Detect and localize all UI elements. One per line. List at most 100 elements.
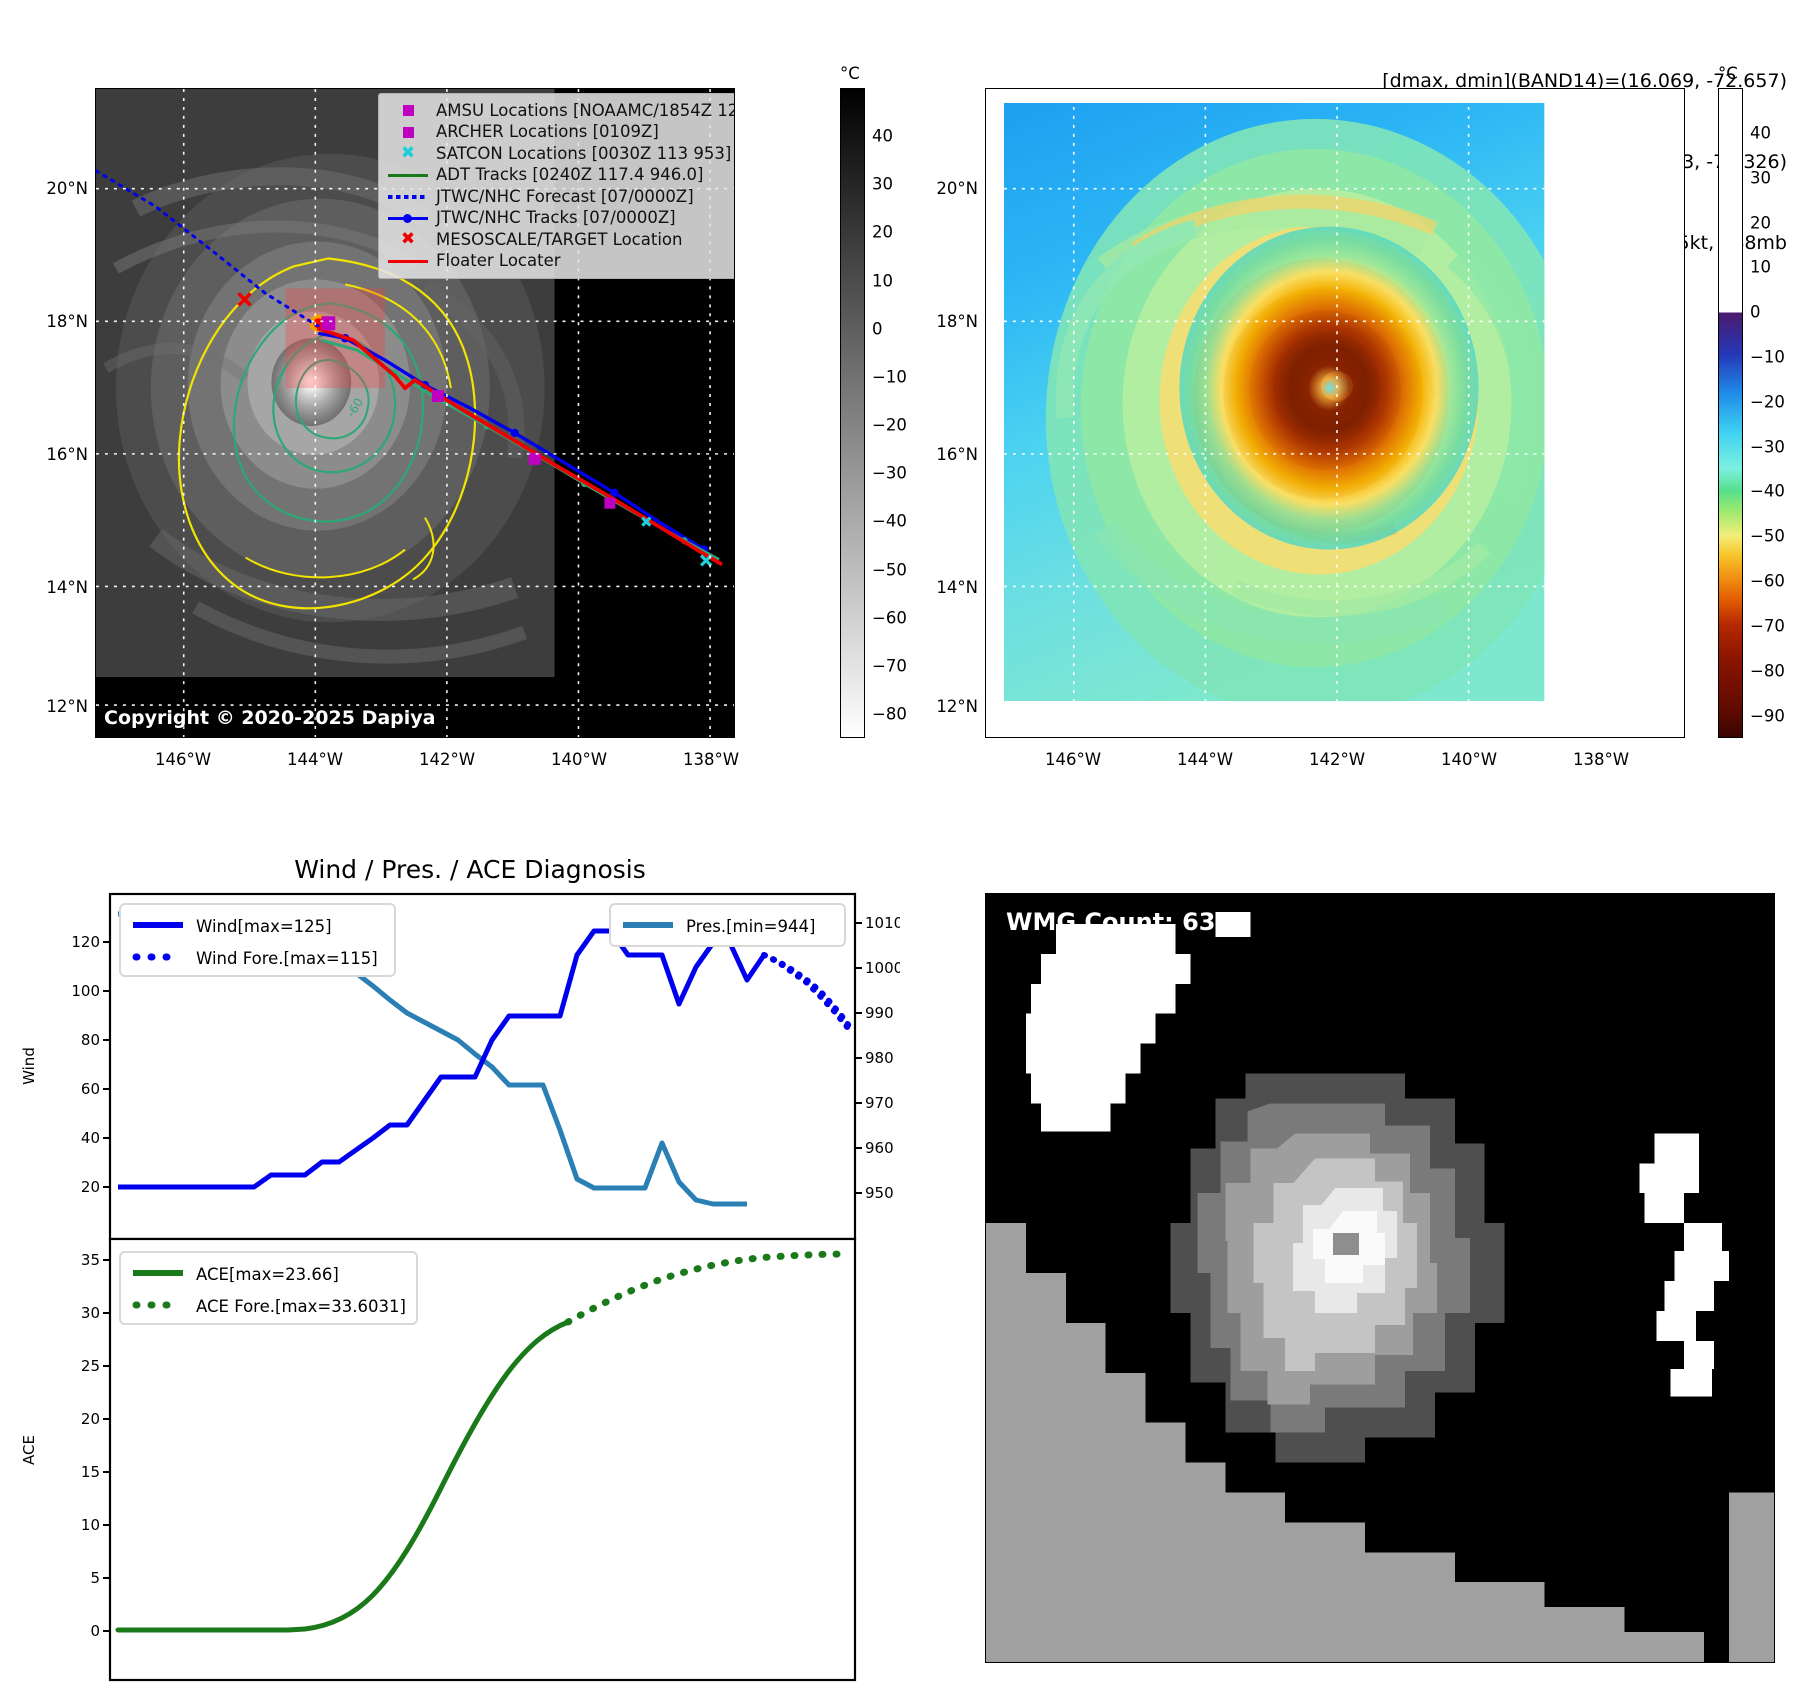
contour-green-mid — [272, 332, 397, 474]
contour-green-inner — [294, 359, 370, 440]
wind-forecast-legend-label: Wind Fore.[max=115] — [196, 949, 378, 968]
awv-lon-tick: 146°W — [1045, 750, 1101, 769]
ir-lon-tick: 138°W — [683, 750, 739, 769]
wind-pressure-ace-chart[interactable]: 120 100 80 60 40 20 Wind 1010 1000 990 — [0, 880, 900, 1690]
mesoscale-target-marker — [237, 292, 252, 307]
ace-forecast-series — [564, 1250, 852, 1326]
pressure-legend-label: Pres.[min=944] — [686, 917, 815, 936]
wmg-count-label: WMG Count: 63 — [1006, 908, 1216, 936]
awv-lon-tick: 142°W — [1309, 750, 1365, 769]
svg-text:5: 5 — [90, 1569, 100, 1587]
svg-text:40: 40 — [81, 1129, 100, 1147]
ace-legend-label: ACE[max=23.66] — [196, 1265, 339, 1284]
legend-label: SATCON Locations [0030Z 113 953] — [436, 143, 732, 163]
svg-text:950: 950 — [865, 1184, 894, 1202]
ir-lat-tick: 20°N — [46, 179, 88, 198]
awv-lon-tick: 144°W — [1177, 750, 1233, 769]
legend-item-satcon[interactable]: ✖ SATCON Locations [0030Z 113 953] — [386, 143, 734, 165]
legend-item-amsu[interactable]: AMSU Locations [NOAAMC/1854Z 129 940] — [386, 100, 734, 122]
adt-line-icon — [386, 166, 430, 184]
svg-text:25: 25 — [81, 1357, 100, 1375]
legend-label: Floater Locater — [436, 251, 561, 270]
ir-lat-tick: 12°N — [46, 697, 88, 716]
ace-axes: 35 30 25 20 15 10 5 0 ACE — [20, 1237, 857, 1682]
legend-label: ARCHER Locations [0109Z] — [436, 122, 659, 141]
svg-text:990: 990 — [865, 1004, 894, 1022]
wind-axis-label: Wind — [20, 1047, 38, 1085]
awv-colorbar — [1718, 88, 1743, 738]
svg-text:30: 30 — [81, 1304, 100, 1322]
legend-label: JTWC/NHC Forecast [07/0000Z] — [436, 186, 694, 206]
ace-legend: ACE[max=23.66] ACE Fore.[max=33.6031] — [119, 1251, 418, 1325]
svg-text:10: 10 — [81, 1516, 100, 1534]
awv-lat-tick: 12°N — [936, 697, 978, 716]
legend-item-mesoscale-target[interactable]: ✖ MESOSCALE/TARGET Location — [386, 229, 734, 251]
ace-series — [115, 1319, 571, 1633]
awv-lon-tick: 140°W — [1441, 750, 1497, 769]
legend-item-jtwc-tracks[interactable]: JTWC/NHC Tracks [07/0000Z] — [386, 208, 734, 230]
svg-text:60: 60 — [81, 1080, 100, 1098]
ir-lat-tick: 14°N — [46, 578, 88, 597]
awv-lat-tick: 16°N — [936, 445, 978, 464]
contour-green-outer — [232, 302, 424, 523]
svg-text:1000: 1000 — [865, 959, 900, 977]
ir-lon-tick: 144°W — [287, 750, 343, 769]
svg-text:20: 20 — [81, 1410, 100, 1428]
ir-axis-labels: 20°N 18°N 16°N 14°N 12°N 146°W 144°W 142… — [46, 179, 739, 769]
awv-graticule — [1003, 102, 1545, 702]
ir-lat-tick: 16°N — [46, 445, 88, 464]
legend-item-archer[interactable]: ARCHER Locations [0109Z] — [386, 122, 734, 144]
floater-line-icon — [386, 252, 430, 270]
ace-forecast-legend-label: ACE Fore.[max=33.6031] — [196, 1297, 406, 1316]
ir-colorbar-unit: °C — [840, 64, 860, 83]
copyright-notice: Copyright © 2020-2025 Dapiya — [104, 707, 436, 729]
legend-label: ADT Tracks [0240Z 117.4 946.0] — [436, 165, 704, 184]
svg-text:980: 980 — [865, 1049, 894, 1067]
ir-mesoscale-map[interactable]: -60 — [95, 88, 735, 738]
awv-satellite-image — [986, 89, 1684, 737]
awv-lat-tick: 14°N — [936, 578, 978, 597]
svg-text:1010: 1010 — [865, 914, 900, 932]
svg-text:970: 970 — [865, 1094, 894, 1112]
legend-item-adt[interactable]: ADT Tracks [0240Z 117.4 946.0] — [386, 165, 734, 187]
header-dmax-band14: [dmax, dmin](BAND14)=(16.069, -72.657) — [1382, 69, 1787, 92]
svg-text:960: 960 — [865, 1139, 894, 1157]
wind-pressure-axes: 120 100 80 60 40 20 Wind 1010 1000 990 — [20, 892, 900, 1241]
ir-lon-tick: 142°W — [419, 750, 475, 769]
contour-yellow — [177, 257, 477, 610]
jtwc-forecast-dotted-icon — [386, 188, 430, 206]
legend-item-floater[interactable]: Floater Locater — [386, 251, 734, 273]
floater-locater-track — [316, 326, 724, 567]
legend-label: MESOSCALE/TARGET Location — [436, 229, 683, 249]
jtwc-track-marker-icon — [386, 209, 430, 227]
awv-lat-tick: 20°N — [936, 179, 978, 198]
amsu-archer-locations — [321, 316, 616, 509]
ir-colorbar — [840, 88, 865, 738]
jtwc-forecast-track — [96, 169, 320, 328]
ir-map-legend[interactable]: AMSU Locations [NOAAMC/1854Z 129 940] AR… — [378, 93, 734, 279]
svg-text:0: 0 — [90, 1622, 100, 1640]
wind-legend: Wind[max=125] Wind Fore.[max=115] — [119, 903, 396, 977]
svg-text:20: 20 — [81, 1178, 100, 1196]
legend-label: AMSU Locations [NOAAMC/1854Z 129 940] — [436, 100, 734, 120]
wmg-panel[interactable]: WMG Count: 63 — [985, 893, 1775, 1663]
awv-colorbar-unit: °C — [1718, 64, 1738, 83]
mesoscale-x-icon: ✖ — [400, 229, 416, 250]
wind-legend-label: Wind[max=125] — [196, 917, 332, 936]
svg-text:100: 100 — [71, 982, 100, 1000]
awv-axis-labels: 20°N 18°N 16°N 14°N 12°N 146°W 144°W 142… — [936, 179, 1629, 769]
ir-lon-tick: 146°W — [155, 750, 211, 769]
legend-label: JTWC/NHC Tracks [07/0000Z] — [436, 208, 676, 227]
awv-lat-tick: 18°N — [936, 312, 978, 331]
svg-text:15: 15 — [81, 1463, 100, 1481]
svg-text:80: 80 — [81, 1031, 100, 1049]
svg-text:120: 120 — [71, 933, 100, 951]
amsu-square-icon — [386, 102, 430, 120]
diagnosis-chart-title: Wind / Pres. / ACE Diagnosis — [294, 855, 646, 884]
legend-item-jtwc-forecast[interactable]: JTWC/NHC Forecast [07/0000Z] — [386, 186, 734, 208]
awv-enhanced-map[interactable] — [985, 88, 1685, 738]
ace-axis-label: ACE — [20, 1435, 38, 1465]
mesoscale-target-box — [285, 288, 386, 389]
satcon-x-icon: ✖ — [400, 143, 416, 164]
